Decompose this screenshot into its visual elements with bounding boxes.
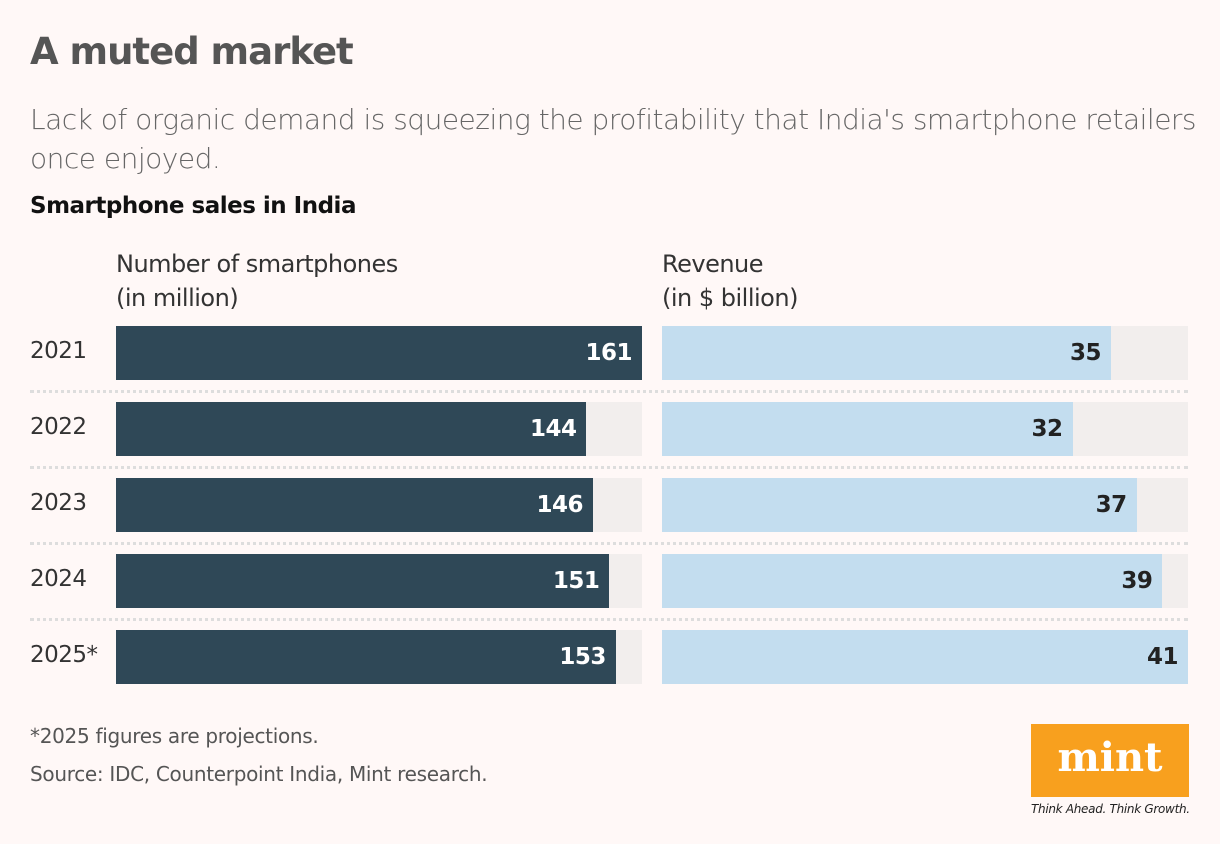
- row-divider: [30, 390, 1188, 393]
- source-note: Source: IDC, Counterpoint India, Mint re…: [30, 762, 488, 786]
- bar-track: 151: [116, 554, 642, 608]
- bar-value-label: 35: [1070, 340, 1102, 366]
- year-label: 2025*: [30, 642, 98, 668]
- bar-value-label: 153: [559, 644, 606, 670]
- chart-subtitle: Lack of organic demand is squeezing the …: [30, 103, 1197, 175]
- bar: 39: [662, 554, 1163, 608]
- bar-track: 153: [116, 630, 642, 684]
- panel-header-line: Number of smartphones: [116, 250, 398, 278]
- row-divider: [30, 618, 1188, 621]
- bar-value-label: 39: [1121, 568, 1153, 594]
- bar-value-label: 37: [1095, 492, 1128, 518]
- bar-value-label: 146: [536, 492, 583, 518]
- bar-value-label: 41: [1146, 644, 1179, 670]
- panel-header-unit: (in million): [116, 284, 239, 312]
- bar: 35: [662, 326, 1112, 380]
- bar-track: 39: [662, 554, 1188, 608]
- bar-track: 35: [662, 326, 1188, 380]
- bar-track: 146: [116, 478, 642, 532]
- bar: 151: [116, 554, 610, 608]
- chart-title: A muted market: [30, 30, 354, 73]
- bar: 41: [662, 630, 1188, 684]
- bar: 144: [116, 402, 587, 456]
- row-divider: [30, 542, 1188, 545]
- footnote: *2025 figures are projections.: [30, 724, 319, 748]
- panel-header-unit: (in $ billion): [662, 284, 798, 312]
- logo-tagline: Think Ahead. Think Growth.: [1031, 802, 1190, 816]
- bar: 161: [116, 326, 642, 380]
- mint-logo: mint: [1031, 724, 1189, 797]
- panel-header-revenue: Revenue (in $ billion): [662, 247, 798, 315]
- bar: 146: [116, 478, 593, 532]
- year-label: 2023: [30, 490, 87, 516]
- row-divider: [30, 466, 1188, 469]
- bar-track: 37: [662, 478, 1188, 532]
- bar-value-label: 151: [552, 568, 600, 594]
- bar-track: 32: [662, 402, 1188, 456]
- bar: 32: [662, 402, 1073, 456]
- bar-track: 161: [116, 326, 642, 380]
- bar-track: 41: [662, 630, 1188, 684]
- panel-header-units: Number of smartphones (in million): [116, 247, 398, 315]
- year-label: 2022: [30, 414, 87, 440]
- year-label: 2021: [30, 338, 87, 364]
- section-title: Smartphone sales in India: [30, 193, 356, 219]
- bar-value-label: 144: [529, 416, 577, 442]
- bar-value-label: 161: [585, 340, 632, 366]
- panel-header-line: Revenue: [662, 250, 764, 278]
- bar: 153: [116, 630, 616, 684]
- bar-value-label: 32: [1031, 416, 1064, 442]
- year-label: 2024: [30, 566, 87, 592]
- bar-track: 144: [116, 402, 642, 456]
- bar: 37: [662, 478, 1137, 532]
